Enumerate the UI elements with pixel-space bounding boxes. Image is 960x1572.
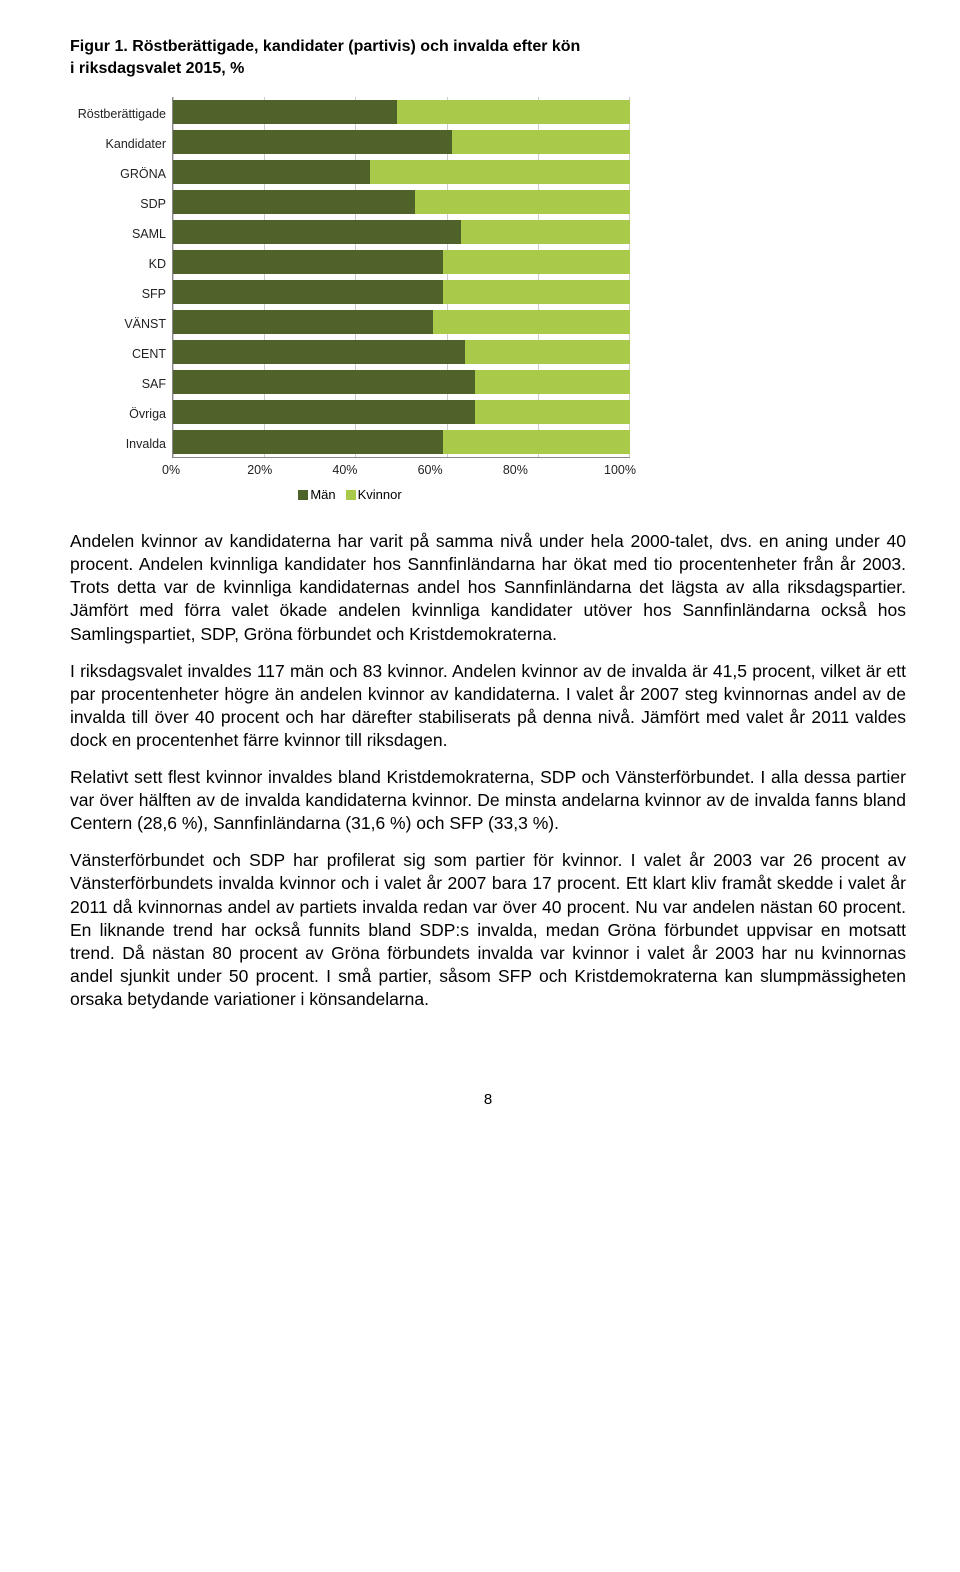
legend-label-m: Män [310, 487, 335, 502]
bar-row [173, 427, 630, 457]
bar-segment-m [173, 430, 443, 454]
y-axis-label: Röstberättigade [70, 99, 172, 129]
bar-row [173, 187, 630, 217]
bar-row [173, 367, 630, 397]
body-text: Andelen kvinnor av kandidaterna har vari… [70, 530, 906, 1011]
y-axis-label: Övriga [70, 399, 172, 429]
bar-chart: RöstberättigadeKandidaterGRÖNASDPSAMLKDS… [70, 97, 630, 502]
y-axis-label: SAF [70, 369, 172, 399]
y-axis-label: SDP [70, 189, 172, 219]
bar-segment-m [173, 250, 443, 274]
bar-segment-k [397, 100, 630, 124]
bar-segment-k [415, 190, 630, 214]
paragraph: Relativt sett flest kvinnor invaldes bla… [70, 766, 906, 835]
paragraph: Andelen kvinnor av kandidaterna har vari… [70, 530, 906, 645]
bar-rows [173, 97, 630, 457]
x-axis-tick: 40% [332, 459, 417, 477]
paragraph: I riksdagsvalet invaldes 117 män och 83 … [70, 660, 906, 752]
bar-segment-m [173, 190, 415, 214]
legend-item-m: Män [298, 487, 335, 502]
chart-legend: Män Kvinnor [70, 487, 630, 502]
bar-row [173, 157, 630, 187]
paragraph: Vänsterförbundet och SDP har profilerat … [70, 849, 906, 1011]
page-number: 8 [70, 1091, 906, 1108]
x-axis-tick: 60% [418, 459, 503, 477]
y-axis-label: Kandidater [70, 129, 172, 159]
bar-segment-m [173, 370, 475, 394]
bar-segment-k [475, 400, 630, 424]
y-axis-label: CENT [70, 339, 172, 369]
figure-caption: Figur 1. Röstberättigade, kandidater (pa… [70, 36, 906, 79]
bar-segment-m [173, 100, 397, 124]
bar-segment-k [443, 250, 630, 274]
bar-segment-k [461, 220, 630, 244]
plot-area [172, 97, 630, 458]
x-axis-tick: 100% [604, 459, 636, 477]
y-axis-label: SFP [70, 279, 172, 309]
bar-segment-m [173, 220, 461, 244]
bar-segment-m [173, 280, 443, 304]
bar-row [173, 127, 630, 157]
x-axis-tick: 0% [162, 459, 247, 477]
figure-caption-line2: i riksdagsvalet 2015, % [70, 60, 244, 77]
bar-segment-k [433, 310, 630, 334]
bar-segment-m [173, 340, 465, 364]
bar-segment-m [173, 130, 452, 154]
bar-row [173, 247, 630, 277]
bar-segment-k [475, 370, 630, 394]
bar-segment-m [173, 400, 475, 424]
y-axis-label: VÄNST [70, 309, 172, 339]
bar-segment-m [173, 160, 370, 184]
y-axis-label: GRÖNA [70, 159, 172, 189]
y-axis-labels: RöstberättigadeKandidaterGRÖNASDPSAMLKDS… [70, 97, 172, 459]
bar-segment-k [452, 130, 630, 154]
bar-segment-k [443, 430, 630, 454]
legend-swatch-k [346, 490, 356, 500]
y-axis-label: SAML [70, 219, 172, 249]
y-axis-label: Invalda [70, 429, 172, 459]
x-axis: 0%20%40%60%80%100% [172, 459, 630, 477]
bar-segment-k [465, 340, 630, 364]
bar-row [173, 337, 630, 367]
legend-item-k: Kvinnor [346, 487, 402, 502]
x-axis-tick: 20% [247, 459, 332, 477]
figure-caption-line1: Figur 1. Röstberättigade, kandidater (pa… [70, 38, 580, 55]
bar-row [173, 217, 630, 247]
legend-swatch-m [298, 490, 308, 500]
y-axis-label: KD [70, 249, 172, 279]
bar-segment-k [443, 280, 630, 304]
bar-segment-m [173, 310, 433, 334]
legend-label-k: Kvinnor [358, 487, 402, 502]
bar-row [173, 277, 630, 307]
bar-row [173, 97, 630, 127]
bar-row [173, 397, 630, 427]
bar-row [173, 307, 630, 337]
x-axis-tick: 80% [503, 459, 588, 477]
bar-segment-k [370, 160, 630, 184]
